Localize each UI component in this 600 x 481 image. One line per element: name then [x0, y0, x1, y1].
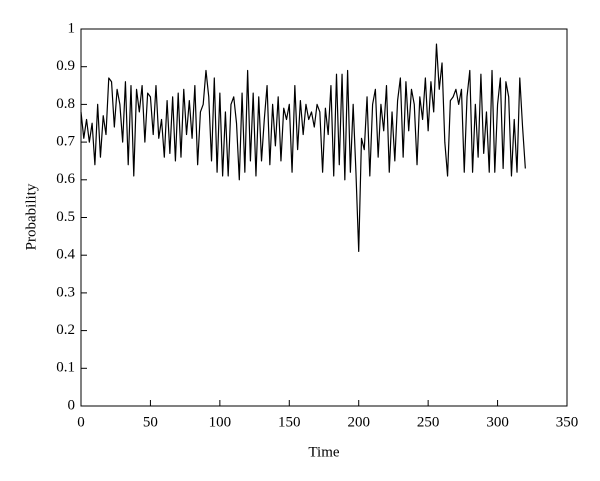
- x-tick-label: 350: [556, 414, 579, 430]
- line-series: [80, 43, 526, 253]
- y-tick-label: 0.6: [56, 171, 75, 187]
- y-tick-label: 0.3: [56, 284, 75, 300]
- x-tick-label: 250: [417, 414, 440, 430]
- x-tick-label: 100: [209, 414, 232, 430]
- x-axis-label: Time: [308, 444, 339, 460]
- y-tick-label: 0.5: [56, 209, 75, 225]
- x-tick-label: 0: [77, 414, 85, 430]
- y-axis-label: Probability: [23, 183, 39, 250]
- x-tick-label: 300: [486, 414, 509, 430]
- y-tick-label: 0.4: [56, 247, 75, 263]
- y-tick-label: 0.7: [56, 134, 75, 150]
- x-tick-label: 50: [143, 414, 158, 430]
- y-tick-label: 0: [68, 397, 76, 413]
- plot-frame: [80, 28, 568, 407]
- y-tick-label: 1: [68, 20, 76, 36]
- x-tick-label: 200: [347, 414, 370, 430]
- x-tick-label: 150: [278, 414, 301, 430]
- y-tick-label: 0.1: [56, 360, 75, 376]
- y-tick-label: 0.2: [56, 322, 75, 338]
- y-tick-label: 0.9: [56, 58, 75, 74]
- y-tick-label: 0.8: [56, 96, 75, 112]
